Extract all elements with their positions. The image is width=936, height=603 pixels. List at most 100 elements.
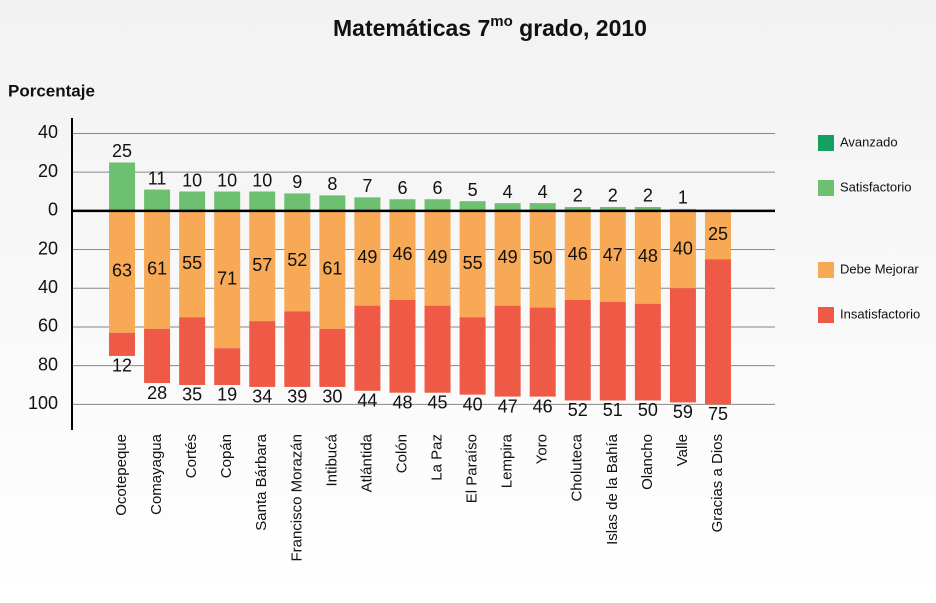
y-axis-label: Porcentaje [8,81,95,100]
value-label: 48 [638,246,658,266]
bar-segment [704,259,731,405]
bar-segment [599,210,626,302]
bar-segment [494,210,521,306]
value-label: 63 [112,261,132,281]
bar-segment [424,199,451,211]
y-tick-label: 60 [38,316,58,336]
value-label: 6 [433,178,443,198]
bar-segment [109,210,136,333]
bar-segment [284,311,311,387]
y-tick-label: 100 [28,393,58,413]
value-label: 10 [182,170,202,190]
value-label: 59 [673,402,693,422]
legend-label: Insatisfactorio [840,306,920,321]
bar-segment [459,210,486,318]
x-tick-label: Colón [393,434,410,473]
value-label: 44 [357,391,377,411]
bar-segment [179,191,206,211]
bar-segment [494,305,521,397]
value-label: 46 [533,396,553,416]
bar-segment [634,210,661,304]
value-label: 75 [708,404,728,424]
value-label: 12 [112,356,132,376]
x-tick-label: Copán [218,434,235,478]
bar-segment [494,203,521,211]
x-tick-label: Santa Bárbara [253,433,270,530]
value-label: 52 [568,400,588,420]
value-label: 10 [252,170,272,190]
value-label: 11 [148,168,167,188]
y-tick-label: 80 [38,354,58,374]
title-superscript: mo [490,13,513,30]
bar-segment [529,203,556,211]
legend-label: Avanzado [840,134,898,149]
bar-segment [459,201,486,211]
legend-swatch [818,262,834,278]
bar-segment [634,206,661,211]
value-label: 50 [533,248,553,268]
bar-segment [564,206,591,211]
value-label: 5 [468,180,478,200]
bar-segment [144,189,171,211]
value-label: 49 [498,247,518,267]
x-tick-label: Ocotepeque [113,434,130,516]
bar-segment [669,288,696,403]
bar-segment [424,305,451,393]
bar-segment [284,193,311,211]
value-label: 28 [147,383,167,403]
title-part: grado, 2010 [513,15,647,41]
bar-segment [354,197,381,211]
bar-segment [144,328,171,384]
value-label: 2 [608,186,618,206]
value-label: 34 [252,387,272,407]
legend-swatch [818,135,834,151]
x-tick-label: Francisco Morazán [288,434,305,562]
bar-segment [389,210,416,300]
value-label: 40 [463,394,483,414]
bar-segment [249,321,276,387]
value-label: 19 [217,385,237,405]
value-label: 46 [568,244,588,264]
bar-segment [529,210,556,308]
value-label: 39 [287,387,307,407]
bar-segment [599,301,626,401]
bar-segment [704,210,731,260]
x-tick-label: Intibucá [323,433,340,486]
bar-segment [389,299,416,393]
value-label: 61 [147,259,167,279]
legend-swatch [818,307,834,323]
value-label: 48 [392,392,412,412]
bar-segment [284,210,311,312]
value-label: 55 [182,253,202,273]
value-label: 35 [182,385,202,405]
bar-segment [319,195,346,211]
bar-segment [214,210,241,349]
value-label: 25 [112,141,132,161]
value-label: 71 [217,268,237,288]
y-tick-label: 0 [48,200,58,220]
bar-segment [424,210,451,306]
value-label: 45 [428,392,448,412]
y-tick-label: 20 [38,238,58,258]
legend-label: Debe Mejorar [840,261,919,276]
bar-segment [459,317,486,395]
bar-segment [529,307,556,397]
value-label: 10 [217,170,237,190]
chart-title: Matemáticas 7mo grado, 2010 [333,13,647,41]
value-label: 6 [397,178,407,198]
bar-segment [634,303,661,401]
x-tick-label: Comayagua [148,433,165,515]
legend-label: Satisfactorio [840,179,912,194]
bar-segment [249,191,276,211]
bar-segment [214,191,241,211]
value-label: 55 [463,253,483,273]
bar-segment [109,332,136,356]
bar-segment [319,210,346,329]
value-label: 57 [252,255,272,275]
x-tick-label: Olancho [639,434,656,490]
legend-swatch [818,180,834,196]
x-tick-label: Gracias a Dios [709,434,726,532]
bar-segment [564,210,591,300]
value-label: 52 [287,250,307,270]
